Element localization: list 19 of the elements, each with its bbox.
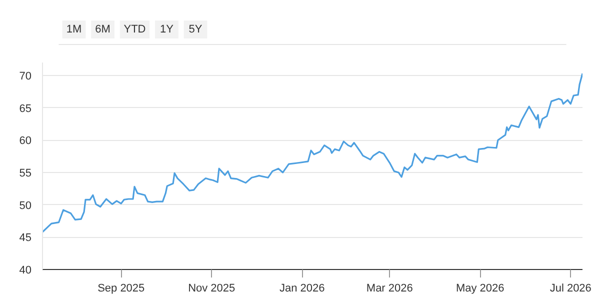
text: 1Y xyxy=(160,24,174,36)
y-tick-label: 55 xyxy=(19,167,32,180)
y-tick-label: 60 xyxy=(19,135,32,148)
y-tick-label: 45 xyxy=(19,232,32,244)
x-tick-label: May 2026 xyxy=(456,282,504,294)
line-series xyxy=(42,72,582,233)
x-tick-label: Sep 2025 xyxy=(98,282,145,294)
text: 1M xyxy=(66,24,82,36)
y-tick-label: 65 xyxy=(19,102,32,115)
x-tick-label: Mar 2026 xyxy=(366,282,413,294)
x-tick-label: Jul 2026 xyxy=(550,282,592,294)
text: 6M xyxy=(95,24,110,36)
text: 5Y xyxy=(188,24,203,36)
y-tick-label: 40 xyxy=(19,264,32,276)
x-tick-label: Nov 2025 xyxy=(188,282,236,294)
y-tick-label: 70 xyxy=(19,70,32,82)
x-tick-label: Jan 2026 xyxy=(279,282,325,294)
text: YTD xyxy=(124,24,146,36)
y-tick-label: 50 xyxy=(19,200,32,212)
